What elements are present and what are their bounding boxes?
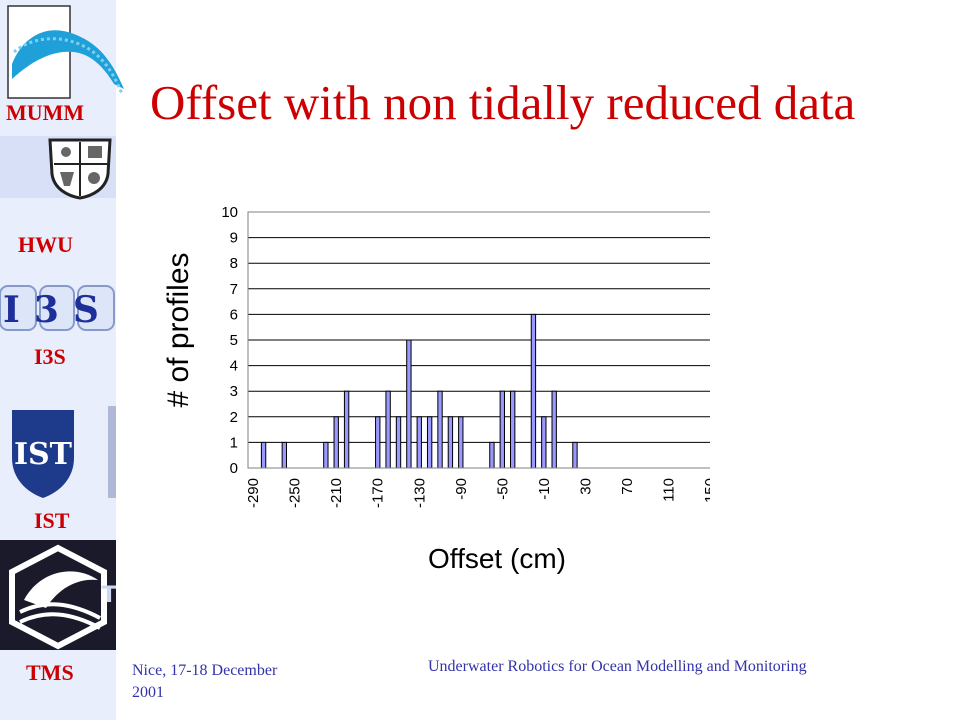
x-tick-label: 30 [577,478,594,495]
x-tick-label: -50 [494,478,511,500]
bar--50 [499,390,505,469]
chart-grid [248,211,710,469]
bar--20 [530,313,537,469]
i3s-logo-text: I3S [3,289,113,331]
sidebar-label-i3s: I3S [34,344,66,369]
x-tick-label: -10 [536,478,553,500]
x-tick-label: -170 [370,478,387,508]
slide-title: Offset with non tidally reduced data [150,75,856,130]
bar-0 [551,390,557,469]
x-tick-label: -90 [453,478,470,500]
bar--170 [375,416,381,469]
tms-logo-text: T [101,583,116,608]
mumm-logo [7,5,124,99]
footer-date: Nice, 17-18 December 2001 [132,662,278,701]
y-tick-label: 6 [230,306,238,323]
y-tick-label: 8 [230,255,238,272]
i3s-logo: I3S [0,280,116,336]
tms-logo: T [0,540,116,650]
y-tick-label: 2 [230,409,238,426]
footer-project: Underwater Robotics for Ocean Modelling … [428,658,807,675]
y-axis-label: # of profiles [162,252,195,407]
bar--150 [395,416,402,469]
y-tick-label: 9 [230,230,238,247]
sidebar-label-mumm: MUMM [6,100,85,125]
x-axis-label: Offset (cm) [428,543,566,574]
x-tick-label: -290 [245,478,262,508]
y-tick-label: 10 [221,204,238,221]
bar--130 [416,416,422,469]
x-tick-label: 110 [660,478,677,502]
hwu-crest-logo [0,136,116,200]
sidebar: MUMM HWU I3S I3S IST IST T TMS [0,0,124,720]
y-tick-label: 7 [230,281,238,298]
sidebar-label-ist: IST [34,508,70,533]
ist-shield-logo: IST [12,406,116,498]
y-tick-label: 4 [230,358,238,375]
x-tick-label: -250 [287,478,304,508]
x-tick-label: -130 [411,478,428,508]
bar--220 [323,441,329,469]
bar--40 [509,390,516,469]
bar--120 [426,416,433,469]
y-tick-label: 3 [230,383,238,400]
x-tick-labels: -290-250-210-170-130-90-50-1030701101501… [245,478,710,508]
y-tick-label: 5 [230,332,238,349]
bar--160 [385,390,391,469]
offset-histogram-chart: 0 1 2 3 4 5 6 7 8 9 10 -290 -250 -210 -170 -130 -90 -50 -… [162,204,710,574]
ist-logo-text: IST [14,437,73,472]
x-tick-label: 150 [702,478,710,503]
plot-area-frame [247,211,710,469]
bar--260 [281,441,288,469]
bar--210 [333,416,339,469]
bar--110 [437,390,443,469]
y-tick-label: 0 [230,460,238,477]
bar--140 [406,339,412,469]
bar--280 [260,441,267,469]
y-tick-label: 1 [230,434,238,451]
bar--200 [343,390,350,469]
sidebar-label-tms: TMS [26,660,74,685]
bar--60 [489,441,495,469]
bar--90 [458,416,464,469]
y-tick-labels: 0 1 2 3 4 5 6 7 8 9 10 [221,204,238,477]
chart-bars [260,313,578,469]
bar--10 [541,416,547,469]
bar--100 [447,416,454,469]
sidebar-label-hwu: HWU [18,232,73,257]
x-tick-label: 70 [619,478,636,495]
x-tick-label: -210 [328,478,345,508]
bar-20 [572,441,578,469]
